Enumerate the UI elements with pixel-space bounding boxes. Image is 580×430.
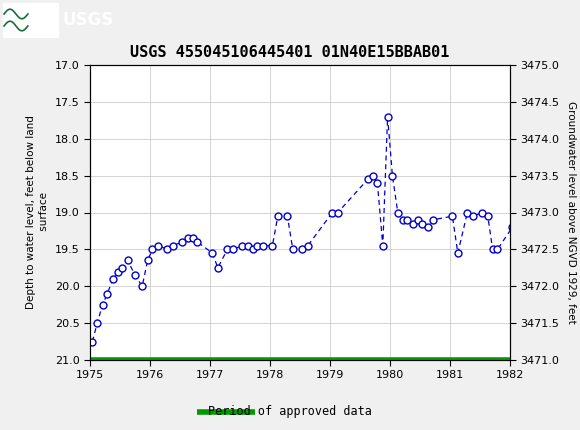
Text: USGS: USGS bbox=[63, 11, 114, 29]
Y-axis label: Depth to water level, feet below land
 surface: Depth to water level, feet below land su… bbox=[26, 116, 49, 310]
Y-axis label: Groundwater level above NGVD 1929, feet: Groundwater level above NGVD 1929, feet bbox=[566, 101, 577, 324]
Text: Period of approved data: Period of approved data bbox=[208, 405, 372, 418]
Text: USGS 455045106445401 01N40E15BBAB01: USGS 455045106445401 01N40E15BBAB01 bbox=[130, 45, 450, 60]
FancyBboxPatch shape bbox=[3, 3, 58, 37]
